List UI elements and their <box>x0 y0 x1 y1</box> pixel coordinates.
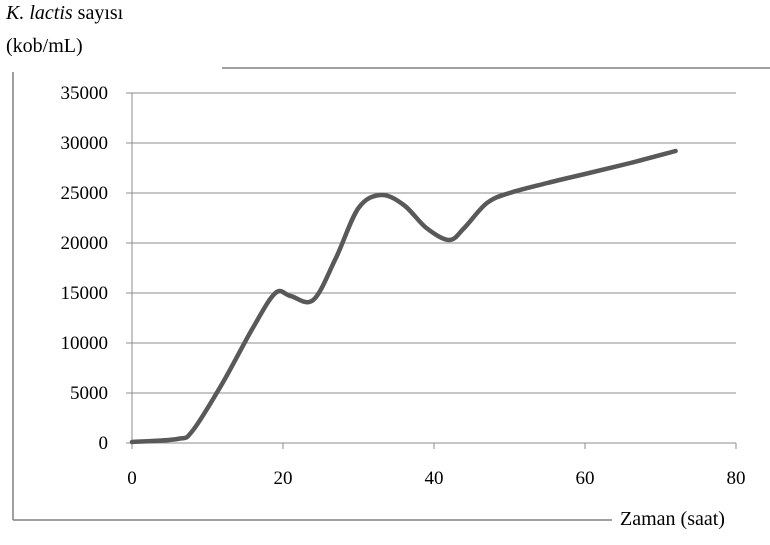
y-tick-label: 15000 <box>61 283 109 304</box>
y-axis-title: K. lactis sayısı <box>6 2 123 25</box>
x-tick-label: 0 <box>127 468 137 489</box>
y-axis-unit: (kob/mL) <box>6 35 83 57</box>
y-tick-label: 25000 <box>61 183 109 204</box>
x-tick-label: 80 <box>727 468 746 489</box>
y-tick-label: 35000 <box>61 83 109 104</box>
x-axis-title: Zaman (saat) <box>620 508 725 530</box>
y-tick-label: 5000 <box>70 383 108 404</box>
y-tick-labels: 0 5000 10000 15000 20000 25000 30000 35000 <box>61 83 109 454</box>
x-tick-label: 20 <box>274 468 293 489</box>
y-tick-label: 30000 <box>61 133 109 154</box>
y-tick-label: 20000 <box>61 233 109 254</box>
x-tick-labels: 0 20 40 60 80 <box>127 468 745 489</box>
x-tick-label: 40 <box>425 468 444 489</box>
y-axis-title-species: K. lactis <box>6 2 73 24</box>
series-line <box>129 148 678 445</box>
y-tick-label: 0 <box>99 433 109 454</box>
gridlines <box>132 92 736 394</box>
y-axis-title-word: sayısı <box>77 2 124 24</box>
y-tick-label: 10000 <box>61 333 109 354</box>
x-tick-label: 60 <box>576 468 595 489</box>
